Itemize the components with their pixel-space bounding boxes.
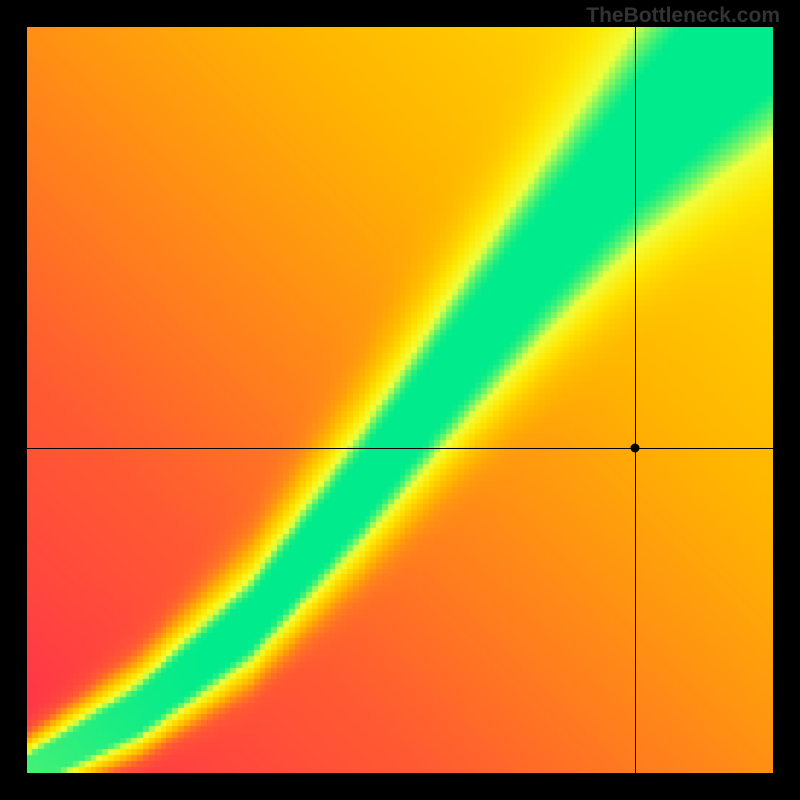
plot-area xyxy=(27,27,773,773)
crosshair-vertical xyxy=(635,27,636,773)
crosshair-horizontal xyxy=(27,448,773,449)
watermark-text: TheBottleneck.com xyxy=(586,4,780,28)
heatmap-canvas xyxy=(27,27,773,773)
crosshair-marker xyxy=(630,444,639,453)
chart-frame: TheBottleneck.com xyxy=(0,0,800,800)
